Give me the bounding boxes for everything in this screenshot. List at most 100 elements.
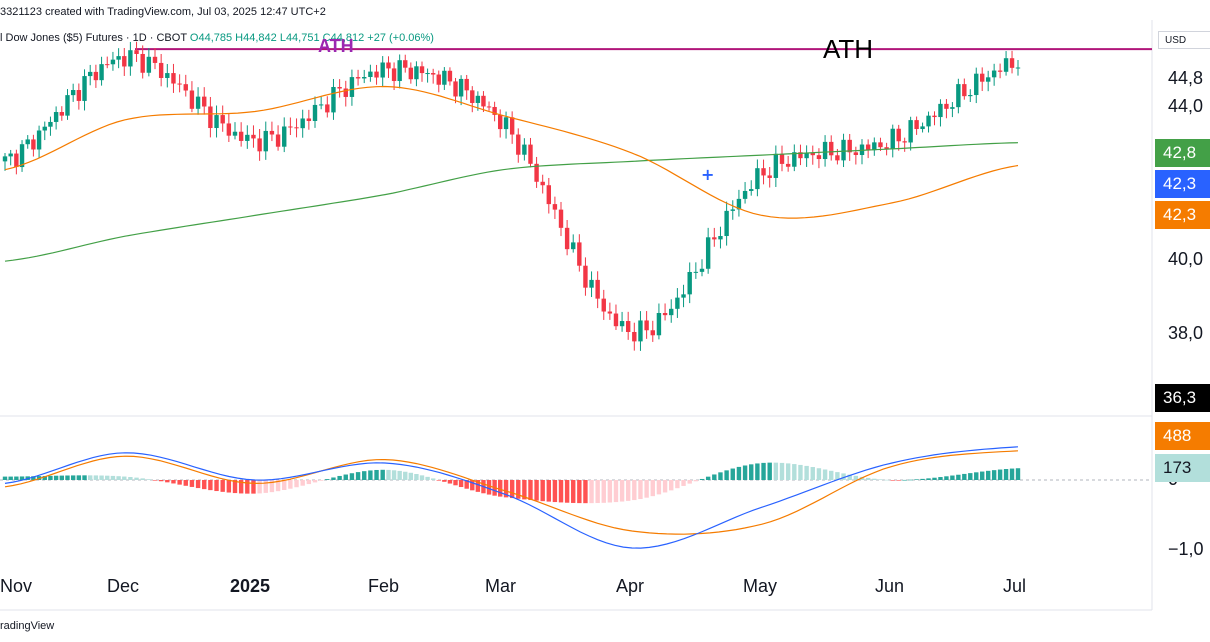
- macd-histogram-bar: [595, 480, 600, 504]
- macd-histogram-bar: [408, 472, 414, 480]
- price-badge-fast-ma: 42,3: [1155, 201, 1210, 229]
- macd-histogram-bar: [430, 478, 436, 480]
- candle-body: [419, 66, 425, 74]
- candle-body: [1015, 67, 1021, 69]
- macd-histogram-bar: [932, 477, 937, 480]
- ath-label-small: ATH: [318, 36, 354, 56]
- macd-histogram-bar: [804, 465, 809, 480]
- candle-body: [447, 70, 453, 82]
- candle-body: [25, 139, 30, 145]
- macd-histogram-bar: [736, 466, 742, 480]
- macd-histogram-bar: [926, 478, 931, 480]
- x-tick-label: 2025: [230, 576, 271, 596]
- candle-body: [997, 70, 1003, 72]
- y-tick-label: 44,0: [1168, 96, 1204, 116]
- candle-body: [785, 163, 791, 167]
- y-tick-label: 38,0: [1168, 323, 1204, 343]
- candle-body: [656, 312, 662, 336]
- candle-body: [245, 134, 250, 141]
- macd-line: [4, 446, 1019, 549]
- candle-body: [93, 71, 99, 81]
- chart-credit: 3321123 created with TradingView.com, Ju…: [0, 6, 326, 18]
- candle-body: [498, 114, 503, 130]
- macd-histogram-bar: [14, 476, 19, 480]
- macd-histogram-bar: [19, 476, 25, 480]
- candle-body: [31, 139, 36, 150]
- candle-body: [99, 64, 104, 81]
- macd-histogram-bar: [263, 480, 268, 493]
- macd-histogram-bar: [436, 480, 441, 481]
- macd-histogram-bar: [997, 469, 1003, 480]
- macd-histogram-bar: [619, 480, 625, 502]
- macd-histogram-bar: [644, 480, 649, 498]
- candle-body: [408, 67, 414, 80]
- candle-body: [650, 330, 655, 336]
- candle-body: [82, 76, 87, 101]
- candle-body: [944, 103, 949, 109]
- candle-body: [749, 189, 754, 191]
- candle-body: [968, 95, 973, 97]
- macd-histogram-bar: [128, 477, 133, 480]
- macd-histogram-bar: [65, 475, 70, 480]
- candle-body: [589, 279, 594, 288]
- candle-body: [134, 50, 139, 54]
- candle-body: [36, 130, 42, 150]
- candle-body: [687, 271, 692, 295]
- candle-body: [110, 59, 116, 65]
- macd-histogram-bar: [220, 480, 225, 492]
- candle-body: [503, 117, 509, 130]
- macd-histogram-bar: [798, 464, 803, 480]
- macd-histogram-bar: [245, 480, 250, 494]
- candle-body: [516, 134, 521, 155]
- candle-body: [522, 144, 527, 155]
- candle-body: [896, 128, 901, 142]
- macd-histogram-bar: [1003, 469, 1009, 480]
- candle-body: [681, 294, 686, 298]
- macd-histogram-bar: [613, 480, 619, 503]
- candle-body: [355, 77, 361, 79]
- macd-histogram-bar: [571, 480, 576, 503]
- currency-selector[interactable]: USD: [1158, 31, 1210, 49]
- candle-body: [932, 115, 937, 118]
- candle-body: [822, 141, 828, 160]
- macd-histogram-bar: [134, 477, 139, 480]
- macd-histogram-bar: [122, 476, 127, 480]
- macd-histogram-bar: [498, 480, 503, 497]
- macd-histogram-bar: [638, 480, 643, 500]
- macd-histogram-bar: [956, 474, 961, 480]
- x-tick-label: Mar: [485, 576, 516, 596]
- macd-histogram-bar: [53, 475, 59, 480]
- macd-histogram-bar: [214, 480, 219, 492]
- macd-histogram-bar: [835, 472, 840, 480]
- candle-body: [116, 56, 121, 60]
- macd-histogram-bar: [974, 472, 979, 480]
- candle-body: [810, 152, 815, 156]
- candle-body: [152, 56, 158, 63]
- macd-histogram-bar: [331, 477, 336, 480]
- candle-body: [374, 71, 379, 78]
- macd-histogram-bar: [88, 475, 93, 480]
- tradingview-footer: radingView: [0, 620, 55, 632]
- candle-body: [300, 118, 305, 129]
- candle-body: [19, 144, 25, 168]
- macd-histogram-bar: [558, 480, 564, 503]
- candle-body: [238, 131, 244, 141]
- macd-histogram-bar: [403, 471, 408, 480]
- macd-histogram-bar: [1015, 468, 1021, 480]
- macd-histogram-bar: [534, 480, 539, 501]
- candle-body: [962, 84, 967, 97]
- macd-signal-line: [4, 450, 1019, 535]
- macd-histogram-bar: [226, 480, 232, 493]
- candle-body: [288, 126, 293, 128]
- candle-body: [546, 185, 551, 205]
- macd-histogram-bar: [42, 475, 47, 480]
- candle-body: [755, 168, 760, 190]
- macd-histogram-bar: [516, 480, 521, 499]
- candle-body: [841, 139, 846, 161]
- macd-histogram-bar: [724, 470, 729, 480]
- candle-body: [798, 152, 803, 159]
- candle-body: [718, 236, 723, 240]
- macd-histogram-bar: [165, 480, 170, 483]
- candle-body: [183, 84, 188, 91]
